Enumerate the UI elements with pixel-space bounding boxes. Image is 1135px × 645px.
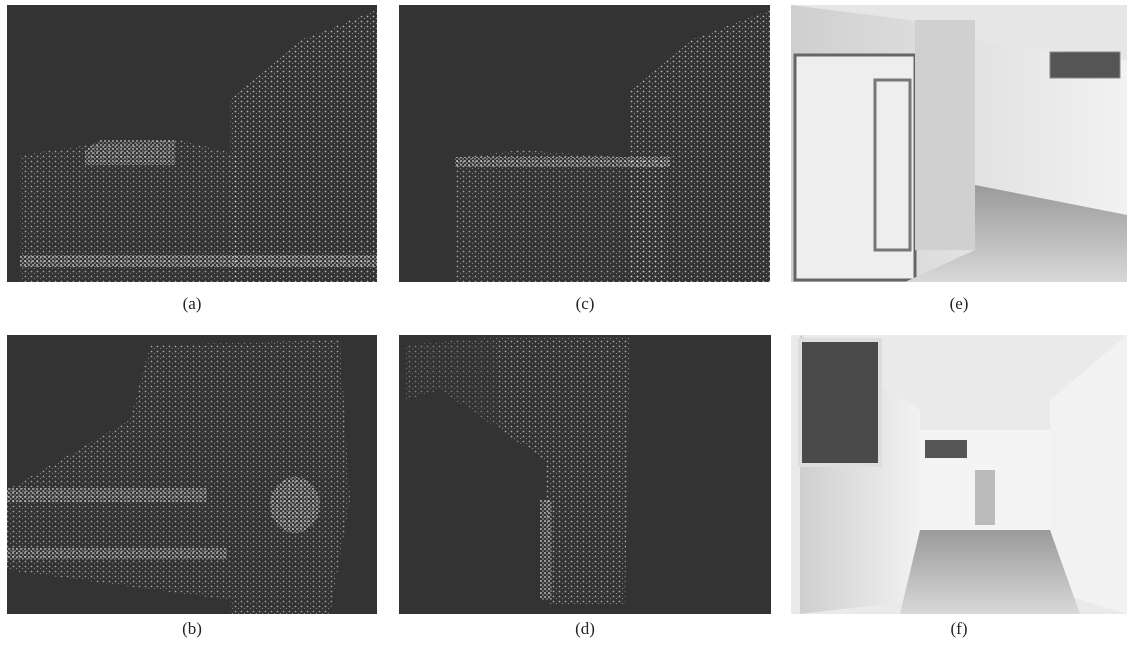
panel-label: (c): [576, 294, 595, 313]
panel-b: (b): [7, 335, 377, 638]
panel-label: (f): [951, 619, 968, 638]
panel-label: (d): [575, 619, 595, 638]
panel-e: (e): [791, 5, 1127, 313]
panel-f: (f): [791, 335, 1127, 638]
figure: (a) (b) (c) (d) (e): [0, 0, 1135, 645]
panel-c: (c): [399, 5, 770, 313]
panel-label: (b): [182, 619, 202, 638]
panel-label: (a): [183, 294, 202, 313]
panel-label: (e): [950, 294, 969, 313]
panel-a: (a): [7, 5, 377, 313]
panel-d: (d): [399, 335, 771, 638]
